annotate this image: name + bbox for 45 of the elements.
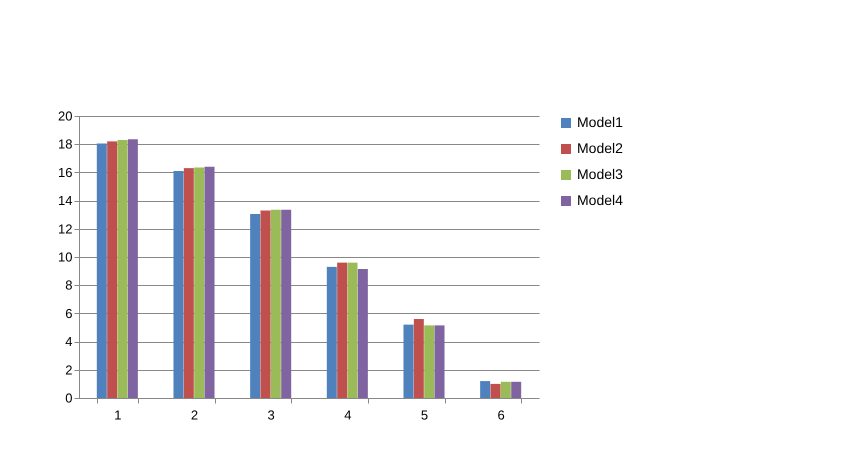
y-tick-label: 16 [58,164,72,180]
bar [337,262,348,398]
x-tick-label: 5 [420,408,428,422]
bar [424,325,434,398]
x-tick-label: 6 [498,408,505,422]
bar [260,210,270,398]
legend-label: Model1 [577,114,624,130]
x-tick-label: 2 [190,408,198,422]
bar [96,143,107,398]
y-tick-label: 8 [65,278,72,293]
bar [490,384,500,398]
bar [204,166,215,398]
y-tick-label: 12 [58,221,72,236]
bar [358,268,368,398]
bar [281,210,292,398]
bar [173,170,184,398]
bar [250,214,260,398]
y-tick-label: 0 [65,390,72,406]
bar [500,382,511,398]
x-tick-label: 3 [268,408,275,422]
bar [348,262,358,398]
y-tick-label: 18 [58,136,72,152]
bar [270,210,281,398]
bar [184,168,194,398]
bar [194,167,204,398]
y-tick-label: 14 [58,193,72,208]
bar [511,382,522,398]
bar [414,319,424,398]
y-tick-label: 10 [58,250,72,264]
legend-label: Model2 [577,140,624,156]
y-tick-label: 2 [65,362,72,378]
bar [326,266,337,398]
bar [107,141,118,398]
y-tick-label: 6 [65,306,72,321]
bar [403,324,414,398]
x-tick-label: 4 [344,408,352,422]
x-tick-label: 1 [114,408,122,422]
bar [434,325,445,398]
y-tick-label: 20 [58,108,72,124]
legend-label: Model3 [577,166,624,182]
legend-label: Model4 [577,192,624,208]
bar [480,381,490,398]
bar [128,139,138,398]
y-tick-label: 4 [65,334,72,350]
bar [118,140,128,398]
